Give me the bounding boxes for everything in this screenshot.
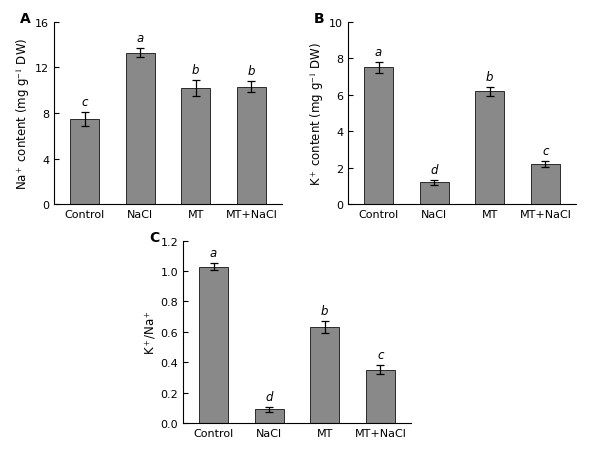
Bar — [126, 53, 155, 205]
Y-axis label: Na$^+$ content (mg g$^{-1}$ DW): Na$^+$ content (mg g$^{-1}$ DW) — [15, 38, 32, 190]
Bar — [70, 119, 99, 205]
Bar — [181, 89, 210, 205]
Text: A: A — [20, 12, 31, 26]
Bar — [237, 87, 266, 205]
Text: d: d — [265, 390, 273, 403]
Bar — [366, 370, 395, 423]
Y-axis label: K$^+$ content (mg g$^{-1}$ DW): K$^+$ content (mg g$^{-1}$ DW) — [309, 42, 326, 186]
Bar — [199, 267, 228, 423]
Text: c: c — [377, 349, 383, 362]
Text: d: d — [430, 163, 438, 176]
Text: a: a — [210, 246, 217, 259]
Text: b: b — [192, 64, 200, 77]
Text: b: b — [321, 304, 329, 318]
Bar — [364, 68, 393, 205]
Text: C: C — [149, 230, 159, 244]
Text: b: b — [486, 71, 494, 83]
Bar — [255, 410, 284, 423]
Bar — [420, 183, 449, 205]
Bar — [475, 92, 504, 205]
Text: c: c — [82, 96, 88, 109]
Text: B: B — [314, 12, 325, 26]
Text: a: a — [137, 32, 144, 45]
Text: c: c — [542, 145, 548, 158]
Text: b: b — [248, 65, 255, 78]
Text: a: a — [375, 46, 382, 59]
Y-axis label: K$^+$/Na$^+$: K$^+$/Na$^+$ — [143, 310, 158, 354]
Bar — [531, 165, 560, 205]
Bar — [310, 328, 339, 423]
